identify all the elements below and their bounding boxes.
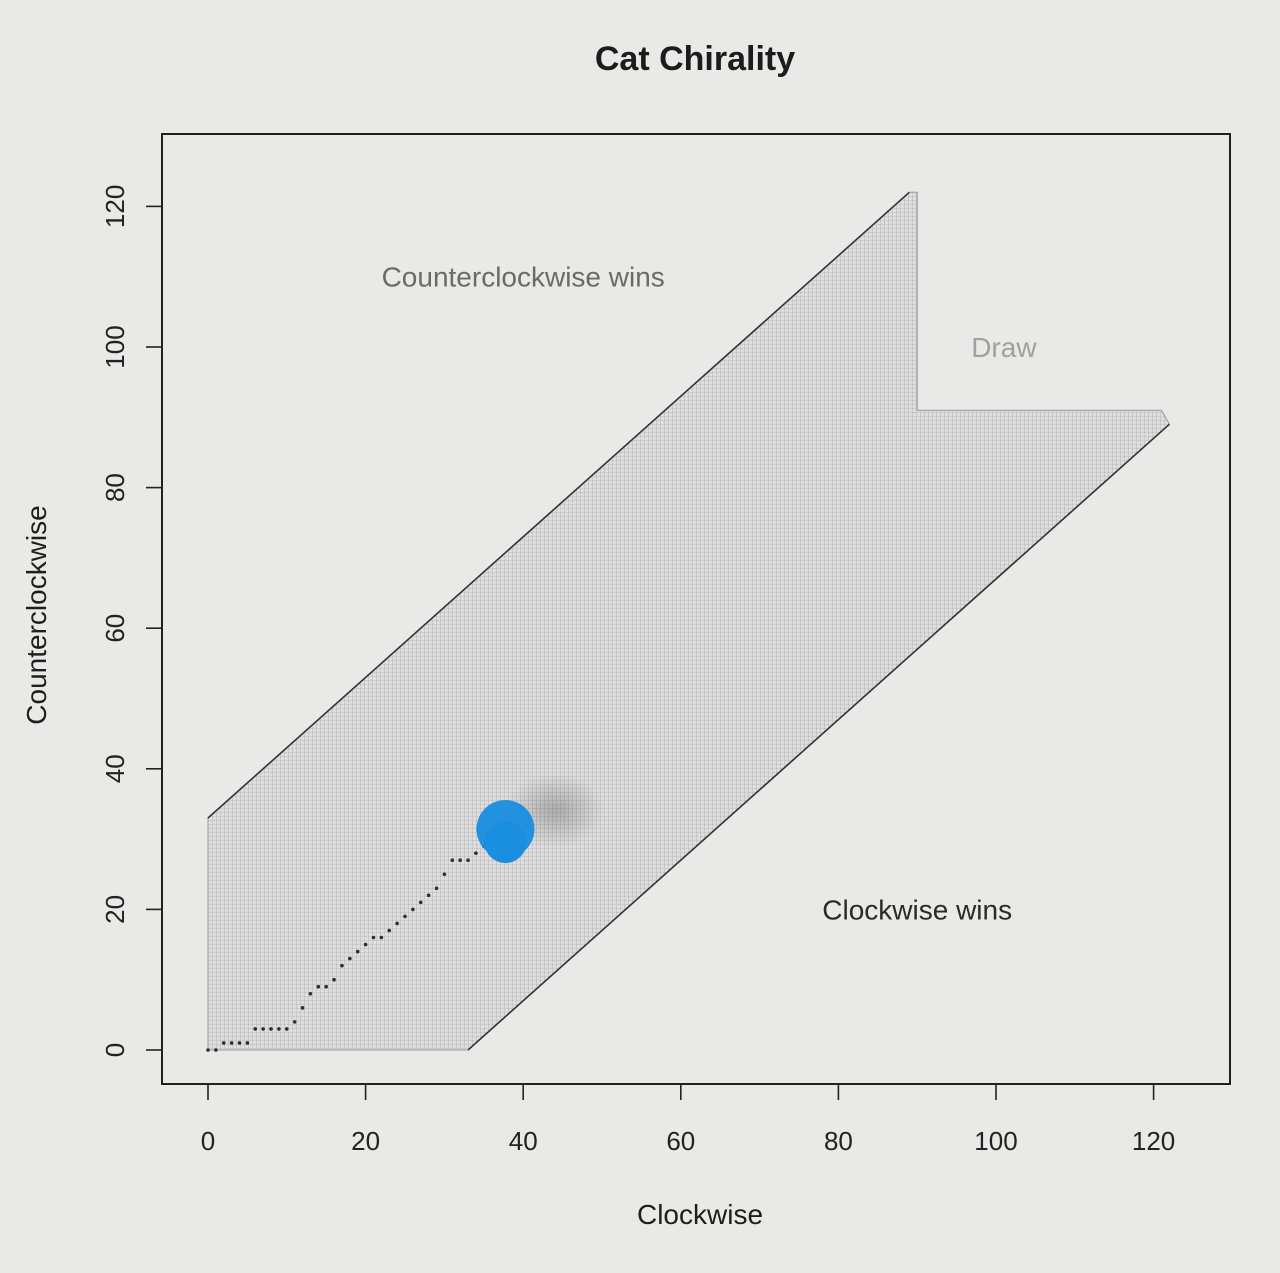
path-point: [348, 956, 352, 961]
path-point: [426, 893, 431, 898]
y-tick-label: 20: [100, 895, 130, 924]
path-point: [308, 991, 313, 996]
path-point: [379, 935, 384, 940]
x-tick-label: 80: [824, 1126, 853, 1156]
path-point: [285, 1027, 289, 1031]
region-label: Counterclockwise wins: [382, 262, 665, 293]
x-tick-label: 20: [351, 1126, 380, 1156]
path-point: [277, 1027, 281, 1031]
y-axis-label: Counterclockwise: [21, 505, 52, 724]
path-point: [229, 1041, 234, 1045]
path-point: [316, 984, 321, 989]
path-point: [474, 851, 478, 855]
path-point: [458, 858, 462, 862]
path-point: [261, 1027, 265, 1031]
boundary-line-2: [467, 423, 1170, 1051]
y-tick-label: 120: [100, 185, 130, 228]
path-point: [245, 1041, 250, 1045]
path-point: [442, 872, 447, 877]
y-tick-label: 60: [100, 614, 130, 643]
move-path: [206, 830, 502, 1052]
y-tick-label: 40: [100, 754, 130, 783]
path-point: [340, 963, 344, 968]
path-point: [292, 1020, 297, 1024]
path-point: [221, 1041, 226, 1045]
path-point: [450, 858, 455, 862]
path-point: [371, 935, 376, 940]
path-point: [269, 1027, 273, 1031]
path-point: [418, 900, 423, 905]
path-point: [332, 977, 336, 982]
path-point: [434, 886, 439, 891]
x-tick-label: 40: [509, 1126, 538, 1156]
chart-title: Cat Chirality: [595, 40, 795, 78]
y-axis: 0 20 40 60 80 100 120: [100, 185, 163, 1057]
play-region: [207, 191, 1171, 1051]
path-point: [387, 928, 392, 933]
y-tick-label: 0: [100, 1043, 130, 1057]
x-axis-label: Clockwise: [637, 1199, 763, 1230]
path-point: [411, 907, 415, 912]
x-tick-label: 100: [974, 1126, 1017, 1156]
play-region-grid: [207, 191, 1171, 1051]
path-point: [355, 949, 360, 954]
boundary-line-1: [207, 191, 910, 819]
path-point: [363, 942, 368, 947]
path-point: [395, 921, 399, 926]
x-tick-label: 60: [666, 1126, 695, 1156]
region-label: Draw: [971, 332, 1037, 363]
x-axis: 0 20 40 60 80 100 120: [201, 1083, 1175, 1156]
path-point: [206, 1048, 210, 1052]
path-point: [237, 1041, 242, 1045]
y-tick-label: 100: [100, 325, 130, 368]
path-point: [253, 1027, 258, 1031]
x-tick-label: 120: [1132, 1126, 1175, 1156]
y-tick-label: 80: [100, 473, 130, 502]
path-point: [466, 858, 470, 862]
x-tick-label: 0: [201, 1126, 215, 1156]
path-point: [300, 1006, 305, 1010]
current-position-marker: [476, 772, 606, 864]
region-label: Clockwise wins: [822, 894, 1012, 925]
path-point: [214, 1048, 218, 1052]
region-labels: Counterclockwise wins Draw Clockwise wins: [382, 262, 1038, 926]
marker-pin-head: [476, 800, 535, 859]
path-point: [403, 914, 407, 919]
path-point: [324, 984, 329, 989]
boundary-lines: [207, 191, 1170, 1051]
